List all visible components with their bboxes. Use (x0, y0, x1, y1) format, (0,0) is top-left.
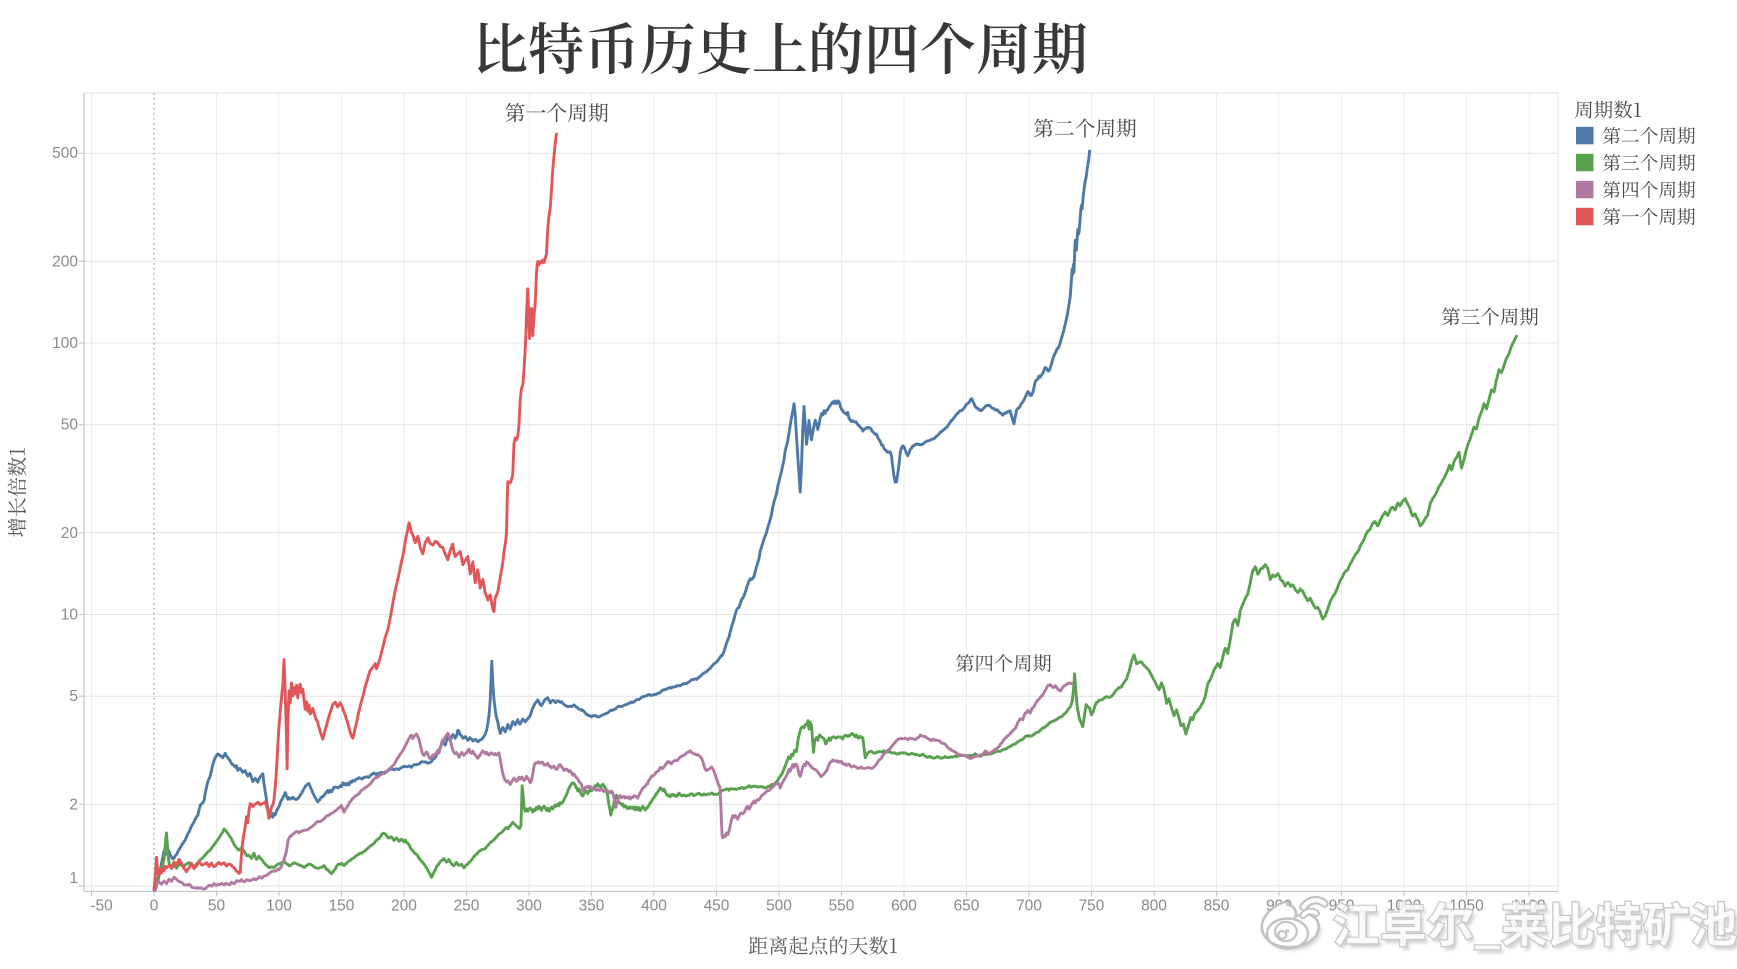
svg-text:200: 200 (52, 253, 78, 270)
svg-text:0: 0 (150, 898, 159, 915)
svg-text:350: 350 (579, 898, 605, 915)
svg-text:200: 200 (391, 898, 417, 915)
svg-text:650: 650 (954, 898, 980, 915)
svg-text:550: 550 (829, 898, 855, 915)
svg-text:500: 500 (52, 145, 78, 162)
svg-text:50: 50 (208, 898, 226, 915)
svg-text:450: 450 (704, 898, 730, 915)
svg-text:5: 5 (69, 688, 78, 705)
svg-text:10: 10 (61, 607, 79, 624)
svg-text:300: 300 (516, 898, 542, 915)
svg-text:1: 1 (69, 870, 78, 887)
svg-text:700: 700 (1016, 898, 1042, 915)
svg-text:100: 100 (266, 898, 292, 915)
svg-text:2: 2 (69, 796, 78, 813)
svg-text:400: 400 (641, 898, 667, 915)
svg-text:50: 50 (61, 417, 79, 434)
svg-text:750: 750 (1079, 898, 1105, 915)
svg-text:20: 20 (61, 525, 79, 542)
svg-text:-50: -50 (90, 898, 113, 915)
svg-text:150: 150 (329, 898, 355, 915)
svg-text:850: 850 (1204, 898, 1230, 915)
svg-text:500: 500 (766, 898, 792, 915)
svg-text:250: 250 (454, 898, 480, 915)
svg-text:600: 600 (891, 898, 917, 915)
svg-text:100: 100 (52, 335, 78, 352)
svg-text:800: 800 (1141, 898, 1167, 915)
